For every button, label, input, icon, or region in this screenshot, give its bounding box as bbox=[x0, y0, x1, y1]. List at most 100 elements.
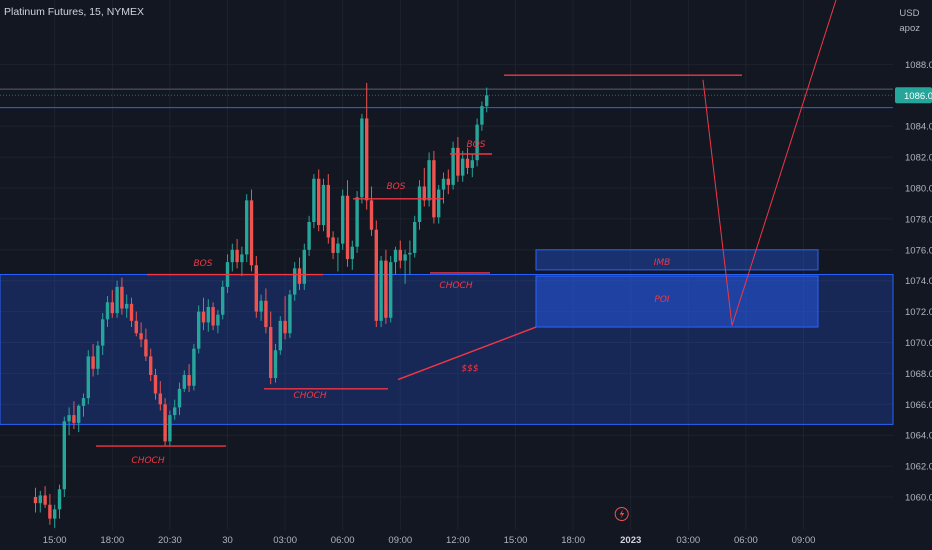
candle-body[interactable] bbox=[120, 286, 124, 309]
candle-body[interactable] bbox=[206, 306, 210, 323]
candle-body[interactable] bbox=[86, 356, 90, 399]
candle-body[interactable] bbox=[345, 195, 350, 260]
candle-body[interactable] bbox=[177, 388, 182, 408]
candle-body[interactable] bbox=[182, 374, 186, 389]
candle-body[interactable] bbox=[288, 294, 292, 334]
candle-body[interactable] bbox=[398, 249, 402, 261]
candle-body[interactable] bbox=[57, 489, 62, 510]
candle-body[interactable] bbox=[216, 314, 220, 326]
candle-body[interactable] bbox=[465, 158, 470, 168]
candle-body[interactable] bbox=[96, 345, 100, 369]
candle-body[interactable] bbox=[240, 254, 244, 263]
annotation-label[interactable]: CHOCH bbox=[131, 456, 164, 466]
candle-body[interactable] bbox=[38, 495, 42, 504]
annotation-label[interactable]: IMB bbox=[654, 258, 671, 268]
candle-body[interactable] bbox=[403, 254, 407, 261]
candle-body[interactable] bbox=[101, 319, 105, 346]
imb-box[interactable] bbox=[535, 249, 819, 271]
annotation-label[interactable]: CHOCH bbox=[293, 391, 326, 401]
candle-body[interactable] bbox=[446, 178, 450, 185]
candle-body[interactable] bbox=[432, 160, 436, 218]
candle-body[interactable] bbox=[264, 300, 268, 328]
candle-body[interactable] bbox=[249, 200, 254, 266]
candle-body[interactable] bbox=[115, 286, 119, 314]
symbol-title[interactable]: Platinum Futures, 15, NYMEX bbox=[4, 6, 145, 18]
flash-icon[interactable] bbox=[614, 507, 629, 521]
candle-body[interactable] bbox=[43, 495, 47, 505]
candle-body[interactable] bbox=[321, 184, 326, 226]
candle-body[interactable] bbox=[110, 302, 114, 314]
candle-body[interactable] bbox=[211, 306, 215, 326]
candle-body[interactable] bbox=[331, 237, 335, 253]
candle-body[interactable] bbox=[365, 118, 369, 201]
candle-body[interactable] bbox=[461, 158, 465, 176]
candle-body[interactable] bbox=[230, 249, 234, 263]
candle-body[interactable] bbox=[480, 106, 484, 125]
candle-body[interactable] bbox=[91, 356, 95, 369]
candle-body[interactable] bbox=[384, 260, 388, 318]
annotation-label[interactable]: BOS bbox=[467, 140, 486, 150]
candle-body[interactable] bbox=[48, 504, 52, 519]
candle-body[interactable] bbox=[192, 348, 196, 386]
candle-body[interactable] bbox=[293, 268, 297, 295]
candle-body[interactable] bbox=[422, 186, 426, 201]
annotation-label[interactable]: $$$ bbox=[461, 364, 478, 374]
candle-body[interactable] bbox=[355, 197, 359, 247]
candle-body[interactable] bbox=[67, 415, 71, 422]
candle-body[interactable] bbox=[221, 286, 225, 315]
annotation-label[interactable]: CHOCH bbox=[439, 281, 472, 291]
candle-body[interactable] bbox=[427, 160, 431, 201]
candle-body[interactable] bbox=[441, 178, 446, 190]
candle-body[interactable] bbox=[374, 229, 378, 321]
candle-body[interactable] bbox=[273, 350, 278, 379]
candle-body[interactable] bbox=[77, 405, 81, 423]
candle-body[interactable] bbox=[125, 303, 129, 309]
candle-body[interactable] bbox=[168, 415, 172, 442]
candle-body[interactable] bbox=[245, 200, 249, 255]
candle-body[interactable] bbox=[307, 221, 311, 250]
annotation-label[interactable]: BOS bbox=[194, 259, 213, 269]
candle-body[interactable] bbox=[437, 189, 441, 218]
demand-zone[interactable] bbox=[0, 274, 894, 425]
candle-body[interactable] bbox=[153, 374, 158, 394]
candle-body[interactable] bbox=[235, 249, 239, 263]
candle-body[interactable] bbox=[326, 184, 330, 238]
candle-body[interactable] bbox=[134, 320, 138, 334]
candle-body[interactable] bbox=[297, 268, 302, 284]
candle-body[interactable] bbox=[129, 303, 134, 321]
candle-body[interactable] bbox=[350, 246, 354, 260]
candle-body[interactable] bbox=[312, 178, 316, 222]
liquidity-line[interactable] bbox=[397, 326, 537, 381]
candle-body[interactable] bbox=[470, 160, 474, 168]
candle-body[interactable] bbox=[62, 421, 66, 490]
annotation-label[interactable]: POI bbox=[654, 295, 670, 305]
candle-body[interactable] bbox=[158, 393, 162, 405]
candle-body[interactable] bbox=[302, 249, 306, 284]
candle-body[interactable] bbox=[139, 333, 143, 340]
candle-body[interactable] bbox=[105, 302, 110, 320]
candle-body[interactable] bbox=[81, 398, 86, 406]
candle-body[interactable] bbox=[144, 339, 148, 357]
candle-body[interactable] bbox=[259, 300, 263, 312]
current-price-badge[interactable] bbox=[895, 87, 932, 104]
candle-body[interactable] bbox=[485, 95, 489, 107]
candle-body[interactable] bbox=[408, 252, 412, 255]
candle-body[interactable] bbox=[336, 243, 340, 253]
currency-label[interactable]: USD bbox=[899, 8, 920, 19]
candle-body[interactable] bbox=[317, 178, 321, 226]
candle-body[interactable] bbox=[413, 221, 417, 253]
candle-body[interactable] bbox=[173, 407, 177, 416]
candle-body[interactable] bbox=[163, 404, 167, 442]
candle-body[interactable] bbox=[456, 147, 460, 176]
candle-body[interactable] bbox=[475, 124, 479, 161]
candle-body[interactable] bbox=[360, 118, 364, 198]
candle-body[interactable] bbox=[149, 356, 153, 375]
candle-body[interactable] bbox=[72, 415, 76, 423]
candle-body[interactable] bbox=[187, 374, 191, 386]
candle-body[interactable] bbox=[341, 195, 345, 244]
candle-body[interactable] bbox=[451, 147, 455, 185]
poi-box[interactable] bbox=[535, 275, 819, 328]
candle-body[interactable] bbox=[278, 320, 282, 351]
candle-body[interactable] bbox=[201, 311, 206, 323]
